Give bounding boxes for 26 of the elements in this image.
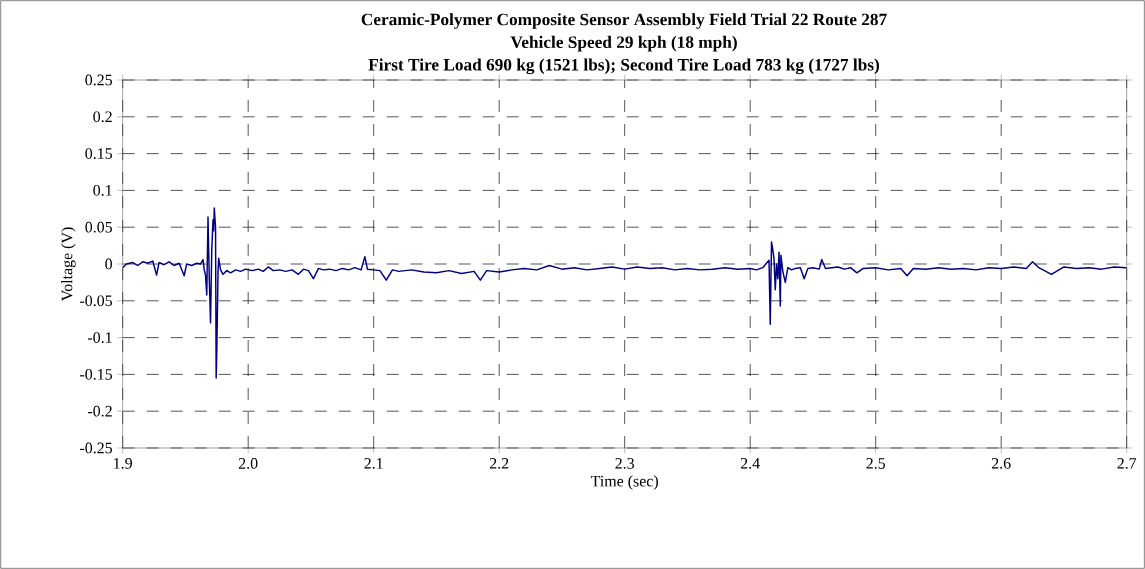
y-tick-label: 0.1	[93, 184, 112, 196]
x-tick-label: 2.5	[866, 458, 886, 469]
y-tick-label: 0	[105, 258, 113, 270]
x-axis-title: Time (sec)	[590, 475, 658, 490]
y-tick-label: -0.15	[80, 368, 113, 380]
x-tick-label: 2.0	[238, 458, 258, 469]
x-tick-label: 2.3	[615, 458, 635, 469]
text: First Tire Load 690 kg (1521 lbs); Second Tire Load 783 kg (1727 lbs)	[368, 58, 880, 75]
y-tick-label: -0.2	[87, 405, 112, 417]
y-tick-label: -0.05	[80, 295, 113, 307]
x-tick-label: 2.2	[489, 458, 509, 469]
y-tick-label: -0.1	[87, 332, 112, 344]
y-axis-title: Voltage (V)	[61, 227, 76, 302]
x-tick-label: 1.9	[114, 458, 132, 469]
chart-title: Ceramic-Polymer Composite Sensor Assembly Field Trial 22 Route 287	[361, 13, 887, 29]
y-tick-label: -0.25	[80, 442, 113, 454]
chart-subtitle: Vehicle Speed 29 kph (18 mph)	[510, 35, 737, 52]
y-tick-label: 0.2	[93, 111, 112, 123]
y-tick-label: 0.05	[85, 221, 113, 233]
line-series	[122, 207, 1127, 379]
x-tick-label: 2.7	[1117, 458, 1137, 469]
y-tick-label: 0.25	[85, 74, 113, 86]
y-tick-label: 0.15	[85, 148, 113, 160]
x-tick-label: 2.1	[364, 458, 383, 469]
x-tick-label: 2.4	[740, 458, 760, 469]
x-tick-label: 2.6	[991, 458, 1011, 469]
